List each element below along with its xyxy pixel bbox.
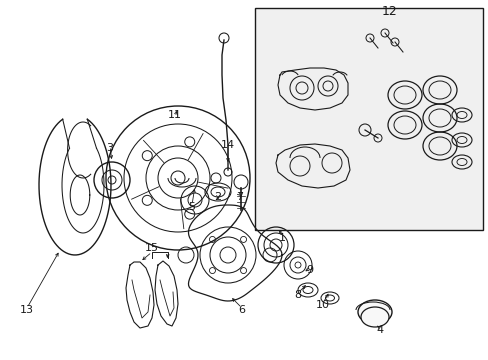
Text: 11: 11 [168,110,182,120]
Text: 1: 1 [278,233,285,243]
Text: 14: 14 [221,140,235,150]
Text: 12: 12 [381,5,397,18]
Ellipse shape [357,300,391,324]
Text: 4: 4 [376,325,383,335]
Text: 2: 2 [214,192,221,202]
Bar [254,8,482,230]
Text: 9: 9 [306,265,313,275]
Ellipse shape [360,307,388,327]
Text: 15: 15 [145,243,159,253]
Text: 7: 7 [236,192,243,202]
Text: 3: 3 [106,143,113,153]
Text: 6: 6 [238,305,245,315]
Text: 8: 8 [294,290,301,300]
Text: 13: 13 [20,305,34,315]
Text: 5: 5 [188,202,195,212]
Text: 10: 10 [315,300,329,310]
